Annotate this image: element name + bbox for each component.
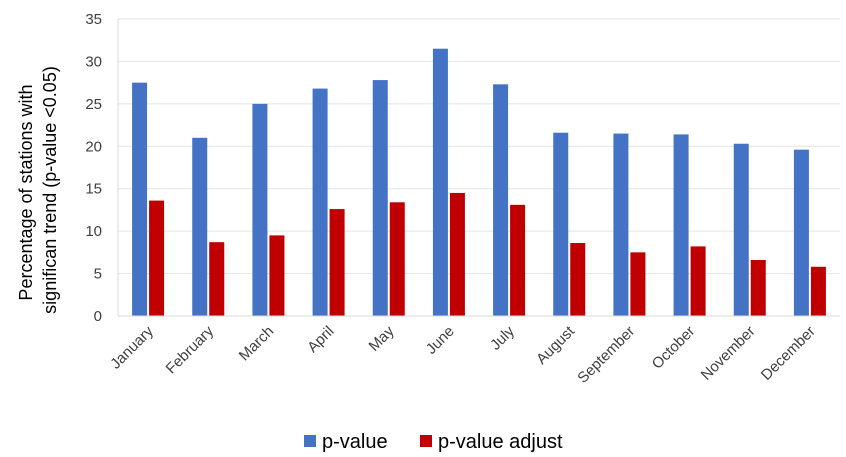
bar-series [132,48,826,317]
bar-p-value-march [252,103,268,316]
y-tick-label: 25 [85,96,102,113]
legend: p-value p-value adjust [304,431,563,453]
x-category-label-february: February [163,322,218,377]
bar-p-value-june [432,48,448,316]
y-tick-label: 30 [85,53,102,70]
bar-p-value-adjust-november [750,259,766,316]
bar-p-value-adjust-april [329,209,345,316]
y-tick-label: 5 [94,266,102,283]
bar-p-value-adjust-may [389,202,405,316]
y-tick-labels: 0 5 10 15 20 25 30 35 [85,11,102,325]
bar-p-value-october [673,134,689,316]
x-category-label-june: June [423,323,458,358]
bar-p-value-adjust-june [449,192,465,316]
bar-p-value-adjust-february [209,242,225,316]
legend-swatch-p-value-adjust [420,435,432,447]
y-tick-label: 0 [94,308,102,325]
x-category-label-december: December [758,323,819,384]
x-category-label-april: April [304,323,337,356]
y-axis-title-line-2: significan trend (p-value <0.05) [40,66,60,314]
bar-p-value-february [192,137,208,316]
x-category-label-march: March [236,323,277,364]
y-tick-label: 10 [85,223,102,240]
y-axis-title-line-1: Percentage of stations with [16,84,36,300]
bar-p-value-adjust-july [510,204,526,316]
bar-p-value-january [132,82,148,317]
x-category-label-may: May [366,322,398,354]
bar-p-value-adjust-september [630,252,646,316]
y-tick-label: 15 [85,181,102,198]
y-tick-label: 35 [85,11,102,28]
bar-p-value-april [312,88,328,316]
x-category-label-september: September [574,323,638,387]
bar-p-value-adjust-march [269,235,285,316]
x-category-label-november: November [698,323,759,384]
bar-p-value-adjust-january [149,200,165,316]
bar-p-value-adjust-august [570,243,586,316]
legend-label-p-value: p-value [322,431,388,453]
x-category-label-august: August [533,322,579,368]
y-tick-label: 20 [85,138,102,155]
legend-swatch-p-value [304,435,316,447]
x-category-label-january: January [107,322,157,372]
bar-p-value-may [372,80,388,317]
bar-p-value-september [613,133,629,316]
y-axis-title: Percentage of stations with significan t… [16,66,60,314]
bar-p-value-adjust-october [690,246,706,316]
legend-label-p-value-adjust: p-value adjust [438,431,563,453]
gridlines [118,18,840,275]
bar-p-value-august [553,132,569,316]
x-category-label-july: July [487,322,518,353]
bar-p-value-november [733,143,749,316]
x-category-label-october: October [649,323,699,373]
bar-p-value-july [493,84,509,316]
bar-p-value-december [793,149,809,316]
x-category-labels: January February March April May June July Augu… [107,322,819,386]
bar-p-value-adjust-december [810,266,826,316]
